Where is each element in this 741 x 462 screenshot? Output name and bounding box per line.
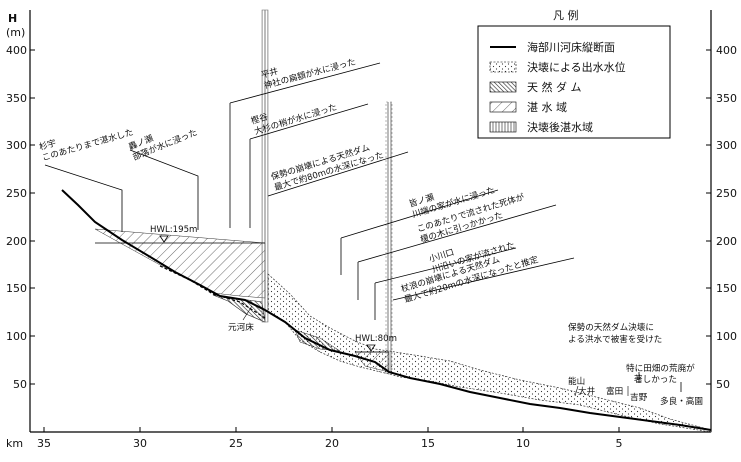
y-tick-label: 50 (716, 378, 730, 391)
y-tick-label: 100 (716, 330, 737, 343)
annotation-leaders (44, 62, 682, 392)
legend-label: 海部川河床縦断面 (527, 40, 615, 54)
y-axis-unit: (m) (6, 26, 25, 39)
hwl-80-triangle (366, 344, 376, 352)
y-tick-label: 250 (716, 187, 737, 200)
annotation-hatase: 轟ノ瀬 部落が水に浸った (127, 126, 199, 163)
y-tick-labels-left: 400 350 300 250 200 150 100 50 (6, 44, 27, 391)
y-tick-marks (30, 49, 711, 385)
leader-noyama (574, 385, 579, 397)
original-bed-leader (242, 305, 253, 321)
y-tick-label: 350 (6, 92, 27, 105)
x-tick-labels: 35 30 25 20 15 10 5 (37, 437, 623, 450)
leader-hosei-top (267, 151, 409, 197)
x-tick-label: 10 (516, 437, 530, 450)
riverbed-profile-line (61, 189, 712, 431)
flood-water-level (267, 273, 712, 433)
hwl-80-marker: HWL:80m (355, 334, 397, 353)
leader-ogawaguchi-top (374, 247, 517, 284)
y-tick-label: 400 (6, 44, 27, 57)
place-noyama: 能山 (568, 375, 585, 387)
legend-label: 決壊後湛水域 (527, 120, 593, 134)
leader-sugihara-top (392, 257, 575, 301)
annotation-farmland: 特に田畑の荒廃が 著しかった (626, 362, 695, 385)
leader-kainose-top (340, 189, 499, 239)
y-tick-label: 200 (716, 235, 737, 248)
legend-label: 湛 水 域 (527, 101, 567, 114)
leader-hatase (129, 149, 199, 230)
leader-sugiu (44, 164, 123, 232)
y-tick-label: 200 (6, 235, 27, 248)
x-tick-label: 35 (37, 437, 51, 450)
y-tick-label: 300 (6, 139, 27, 152)
y-tick-label: 300 (716, 139, 737, 152)
hwl-80-label: HWL:80m (355, 334, 397, 344)
natural-dam-upstream (212, 294, 266, 323)
hwl-195-label: HWL:195m (150, 225, 197, 235)
annotation-line: 保勢の天然ダム決壊に (568, 321, 654, 333)
annotation-hosei-flood: 保勢の天然ダム決壊に よる洪水で被害を受けた (568, 321, 662, 345)
legend-label: 決壊による出水水位 (527, 60, 626, 74)
y-tick-label: 150 (6, 282, 27, 295)
y-tick-label: 50 (13, 378, 27, 391)
x-tick-marks (43, 427, 620, 432)
leader-deadtree-top (357, 204, 557, 263)
annotation-hirai: 平井 神社の扁額が水に浸った (260, 55, 357, 91)
x-tick-label: 5 (616, 437, 623, 450)
legend-label: 天 然 ダ ム (527, 80, 582, 94)
y-tick-label: 400 (716, 44, 737, 57)
annotation-sugihara: 杖浪の崩壊による天然ダム 最大で約20mの水深になったと推定 (399, 253, 540, 305)
y-tick-labels-right: 400 350 300 250 200 150 100 50 (716, 44, 737, 391)
x-axis-unit: km (6, 437, 23, 450)
leader-hirai-top (229, 62, 381, 104)
annotation-line: 著しかった (634, 373, 677, 385)
y-axis-title: H (8, 12, 17, 25)
post-collapse-impoundment-column (261, 9, 269, 323)
x-tick-label: 15 (421, 437, 435, 450)
x-tick-label: 30 (133, 437, 147, 450)
annotation-line: 特に田畑の荒廃が (626, 362, 695, 374)
y-tick-label: 100 (6, 330, 27, 343)
hwl-195-marker: HWL:195m (95, 225, 265, 244)
axes (29, 10, 712, 433)
annotation-line: よる洪水で被害を受けた (568, 333, 662, 345)
y-tick-label: 350 (716, 92, 737, 105)
annotation-sugiu: 杉宇 このあたりまで湛水した (38, 126, 135, 164)
annotation-hosei-dam: 保勢の崩壊による天然ダム 最大で約80mの水深になった (269, 141, 385, 193)
legend-swatch-dam (489, 81, 517, 93)
x-tick-label: 20 (325, 437, 339, 450)
legend-swatch-post-collapse (489, 121, 517, 133)
y-tick-label: 250 (6, 187, 27, 200)
place-names: 能山 大井 富田 吉野 多良・高園 (568, 375, 703, 407)
legend: 凡 例 海部川河床縦断面 決壊による出水水位 天 然 ダ ム 湛 水 域 決壊後… (477, 8, 671, 139)
x-tick-label: 25 (229, 437, 243, 450)
post-collapse-column-downstream (385, 101, 393, 375)
y-tick-label: 150 (716, 282, 737, 295)
place-tara-takazono: 多良・高園 (660, 395, 703, 407)
original-bed-label: 元河床 (228, 321, 254, 333)
legend-swatch-impounded (489, 101, 517, 113)
hwl-195-triangle (159, 235, 169, 243)
place-tomita: 富田 (606, 385, 623, 397)
place-yoshino: 吉野 (630, 392, 648, 403)
place-oi: 大井 (578, 385, 596, 397)
leader-kashiwadani-top (249, 103, 369, 140)
legend-swatch-dotted (489, 61, 517, 73)
legend-title: 凡 例 (553, 8, 579, 22)
